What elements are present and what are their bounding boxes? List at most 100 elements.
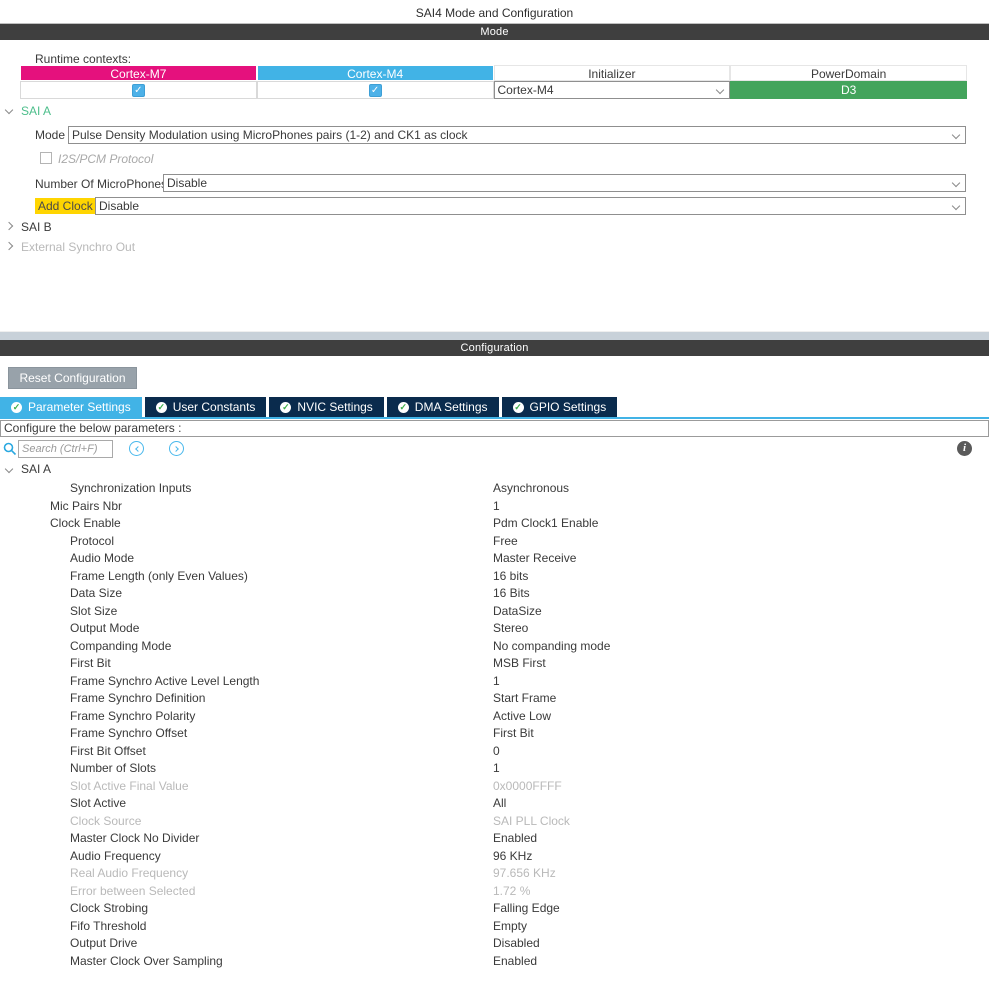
parameter-list: Synchronization Inputs Asynchronous Mic Pa…: [0, 480, 989, 970]
search-input[interactable]: [18, 440, 113, 458]
search-next-button[interactable]: [169, 441, 184, 456]
search-previous-button[interactable]: [129, 441, 144, 456]
parameter-row: Frame Synchro Offset First Bit: [0, 725, 989, 743]
parameter-value[interactable]: 96 KHz: [493, 848, 533, 863]
parameter-name: Frame Synchro Definition: [70, 691, 206, 705]
parameter-row: Frame Synchro Polarity Active Low: [0, 708, 989, 726]
parameter-name: Slot Active: [70, 796, 127, 810]
parameter-name: Fifo Threshold: [70, 918, 147, 933]
parameter-name: Clock Enable: [50, 516, 121, 530]
tab-label: NVIC Settings: [297, 400, 373, 414]
parameter-row: Master Clock No Divider Enabled: [0, 830, 989, 848]
chevron-right-icon: [4, 221, 14, 231]
parameter-value[interactable]: Falling Edge: [493, 901, 560, 915]
config-sai-a-tree-item[interactable]: SAI A: [4, 462, 51, 476]
parameter-row: Slot Active Final Value 0x0000FFFF: [0, 778, 989, 796]
add-clock-select[interactable]: Disable: [95, 197, 966, 215]
parameter-value[interactable]: Start Frame: [493, 691, 557, 705]
parameter-value[interactable]: Active Low: [493, 708, 552, 723]
parameter-row: Audio Mode Master Receive: [0, 550, 989, 568]
tab-user-constants[interactable]: ✓ User Constants: [144, 397, 267, 417]
tab-label: GPIO Settings: [529, 400, 607, 414]
parameter-name: Slot Active Final Value: [70, 778, 189, 793]
parameter-value[interactable]: 1: [493, 761, 500, 775]
parameter-value[interactable]: Enabled: [493, 831, 538, 845]
chevron-down-icon: [4, 105, 14, 115]
parameter-row: Mic Pairs Nbr 1: [0, 498, 989, 516]
parameter-value[interactable]: All: [493, 796, 507, 810]
parameter-value[interactable]: MSB First: [493, 656, 546, 670]
number-of-microphones-label: Number Of MicroPhones: [35, 177, 168, 191]
initializer-selected-value: Cortex-M4: [497, 83, 554, 97]
parameter-row: Output Mode Stereo: [0, 620, 989, 638]
parameter-row: Clock Enable Pdm Clock1 Enable: [0, 515, 989, 533]
sai-b-tree-item[interactable]: SAI B: [4, 220, 52, 234]
chevron-down-icon: [951, 130, 961, 140]
runtime-contexts-label: Runtime contexts:: [35, 52, 132, 66]
parameter-value[interactable]: Empty: [493, 918, 528, 933]
cortex-m4-checkbox[interactable]: ✓: [368, 83, 382, 97]
parameter-value[interactable]: Disabled: [493, 936, 540, 950]
parameter-row: Slot Active All: [0, 795, 989, 813]
parameter-value[interactable]: Stereo: [493, 621, 529, 635]
cortex-m7-checkbox[interactable]: ✓: [131, 83, 145, 97]
tab-parameter-settings[interactable]: ✓ Parameter Settings: [0, 397, 142, 417]
cortex-m7-header: Cortex-M7: [20, 65, 257, 81]
tab-label: User Constants: [172, 400, 256, 414]
parameter-name: Frame Synchro Polarity: [70, 708, 196, 723]
parameter-value[interactable]: Asynchronous: [493, 481, 570, 495]
sai-a-label: SAI A: [21, 104, 52, 118]
sai-a-tree-item[interactable]: SAI A: [4, 104, 52, 118]
config-panel: Reset Configuration ✓ Parameter Settings ✓…: [0, 356, 989, 998]
chevron-right-icon: [4, 241, 14, 251]
check-icon: ✓: [280, 401, 292, 413]
tab-nvic-settings[interactable]: ✓ NVIC Settings: [269, 397, 384, 417]
parameter-row: Slot Size DataSize: [0, 603, 989, 621]
parameter-value[interactable]: 16 Bits: [493, 586, 530, 600]
external-synchro-out-tree-item[interactable]: External Synchro Out: [4, 240, 135, 254]
tab-gpio-settings[interactable]: ✓ GPIO Settings: [501, 397, 618, 417]
parameter-value[interactable]: Master Receive: [493, 551, 577, 565]
parameter-value[interactable]: Enabled: [493, 953, 538, 968]
parameter-name: Slot Size: [70, 603, 118, 618]
parameter-value[interactable]: 1: [493, 673, 500, 688]
chevron-down-icon: [716, 85, 725, 95]
parameter-name: Error between Selected: [70, 883, 196, 898]
tab-underline: [0, 417, 989, 419]
parameter-value[interactable]: 16 bits: [493, 568, 529, 583]
mode-section-header: Mode: [0, 24, 989, 40]
tab-dma-settings[interactable]: ✓ DMA Settings: [386, 397, 499, 417]
info-icon[interactable]: i: [957, 441, 972, 456]
parameter-name: Number of Slots: [70, 761, 157, 775]
parameter-value[interactable]: No companding mode: [493, 638, 611, 653]
panel-splitter[interactable]: [0, 331, 989, 340]
parameter-name: Output Drive: [70, 936, 138, 950]
runtime-contexts-table: Cortex-M7 Cortex-M4 Initializer PowerDom…: [20, 65, 967, 99]
parameter-value[interactable]: 1: [493, 498, 500, 513]
initializer-select[interactable]: Cortex-M4: [493, 81, 731, 99]
i2s-pcm-protocol-label: I2S/PCM Protocol: [58, 152, 154, 166]
mode-select[interactable]: Pulse Density Modulation using MicroPhon…: [68, 126, 966, 144]
parameter-name: Synchronization Inputs: [70, 481, 192, 495]
parameter-name: Companding Mode: [70, 638, 172, 653]
parameter-value: 0x0000FFFF: [493, 778, 562, 793]
page-title: SAI4 Mode and Configuration: [0, 0, 989, 24]
parameter-name: Master Clock No Divider: [70, 831, 200, 845]
parameter-row: Number of Slots 1: [0, 760, 989, 778]
parameter-value[interactable]: 0: [493, 743, 500, 758]
reset-configuration-button[interactable]: Reset Configuration: [8, 367, 137, 389]
chevron-right-icon: [172, 445, 179, 452]
cortex-m4-cell: ✓: [256, 81, 494, 99]
parameter-value[interactable]: DataSize: [493, 603, 542, 618]
parameter-value[interactable]: Free: [493, 533, 518, 548]
parameter-value[interactable]: Pdm Clock1 Enable: [493, 516, 599, 530]
parameter-value[interactable]: First Bit: [493, 726, 534, 740]
parameter-row: Data Size 16 Bits: [0, 585, 989, 603]
number-of-microphones-select[interactable]: Disable: [163, 174, 966, 192]
chevron-down-icon: [4, 464, 14, 474]
number-of-microphones-selected-value: Disable: [167, 176, 208, 190]
parameter-value: SAI PLL Clock: [493, 813, 570, 828]
i2s-pcm-protocol-checkbox: [40, 152, 52, 164]
check-icon: ✓: [512, 401, 524, 413]
parameter-row: Real Audio Frequency 97.656 KHz: [0, 865, 989, 883]
